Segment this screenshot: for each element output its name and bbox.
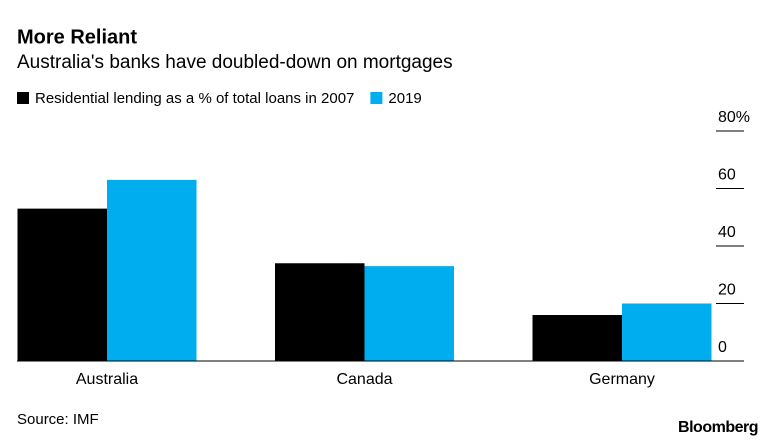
y-tick-label: 0 — [718, 339, 727, 356]
bar — [532, 315, 622, 361]
legend-label: 2019 — [388, 90, 421, 107]
chart-subtitle: Australia's banks have doubled-down on m… — [17, 52, 453, 73]
x-tick-label: Australia — [76, 371, 138, 388]
bar — [275, 263, 365, 361]
bar — [107, 179, 197, 361]
legend-swatch — [17, 92, 29, 104]
source: Source: IMF — [17, 411, 99, 428]
credit: Bloomberg — [678, 419, 758, 436]
bar — [622, 303, 712, 361]
x-tick-label: Canada — [336, 371, 392, 388]
chart-title: More Reliant — [17, 26, 137, 48]
x-tick-label: Germany — [589, 371, 655, 388]
y-tick-label: 40 — [718, 224, 736, 241]
y-tick-label: 60 — [718, 167, 736, 184]
bar — [17, 208, 107, 361]
legend-swatch — [370, 92, 383, 104]
legend-label: Residential lending as a % of total loan… — [35, 90, 354, 107]
y-tick-label: 20 — [718, 282, 736, 299]
y-tick-label: 80% — [718, 109, 750, 126]
bar — [364, 266, 454, 361]
